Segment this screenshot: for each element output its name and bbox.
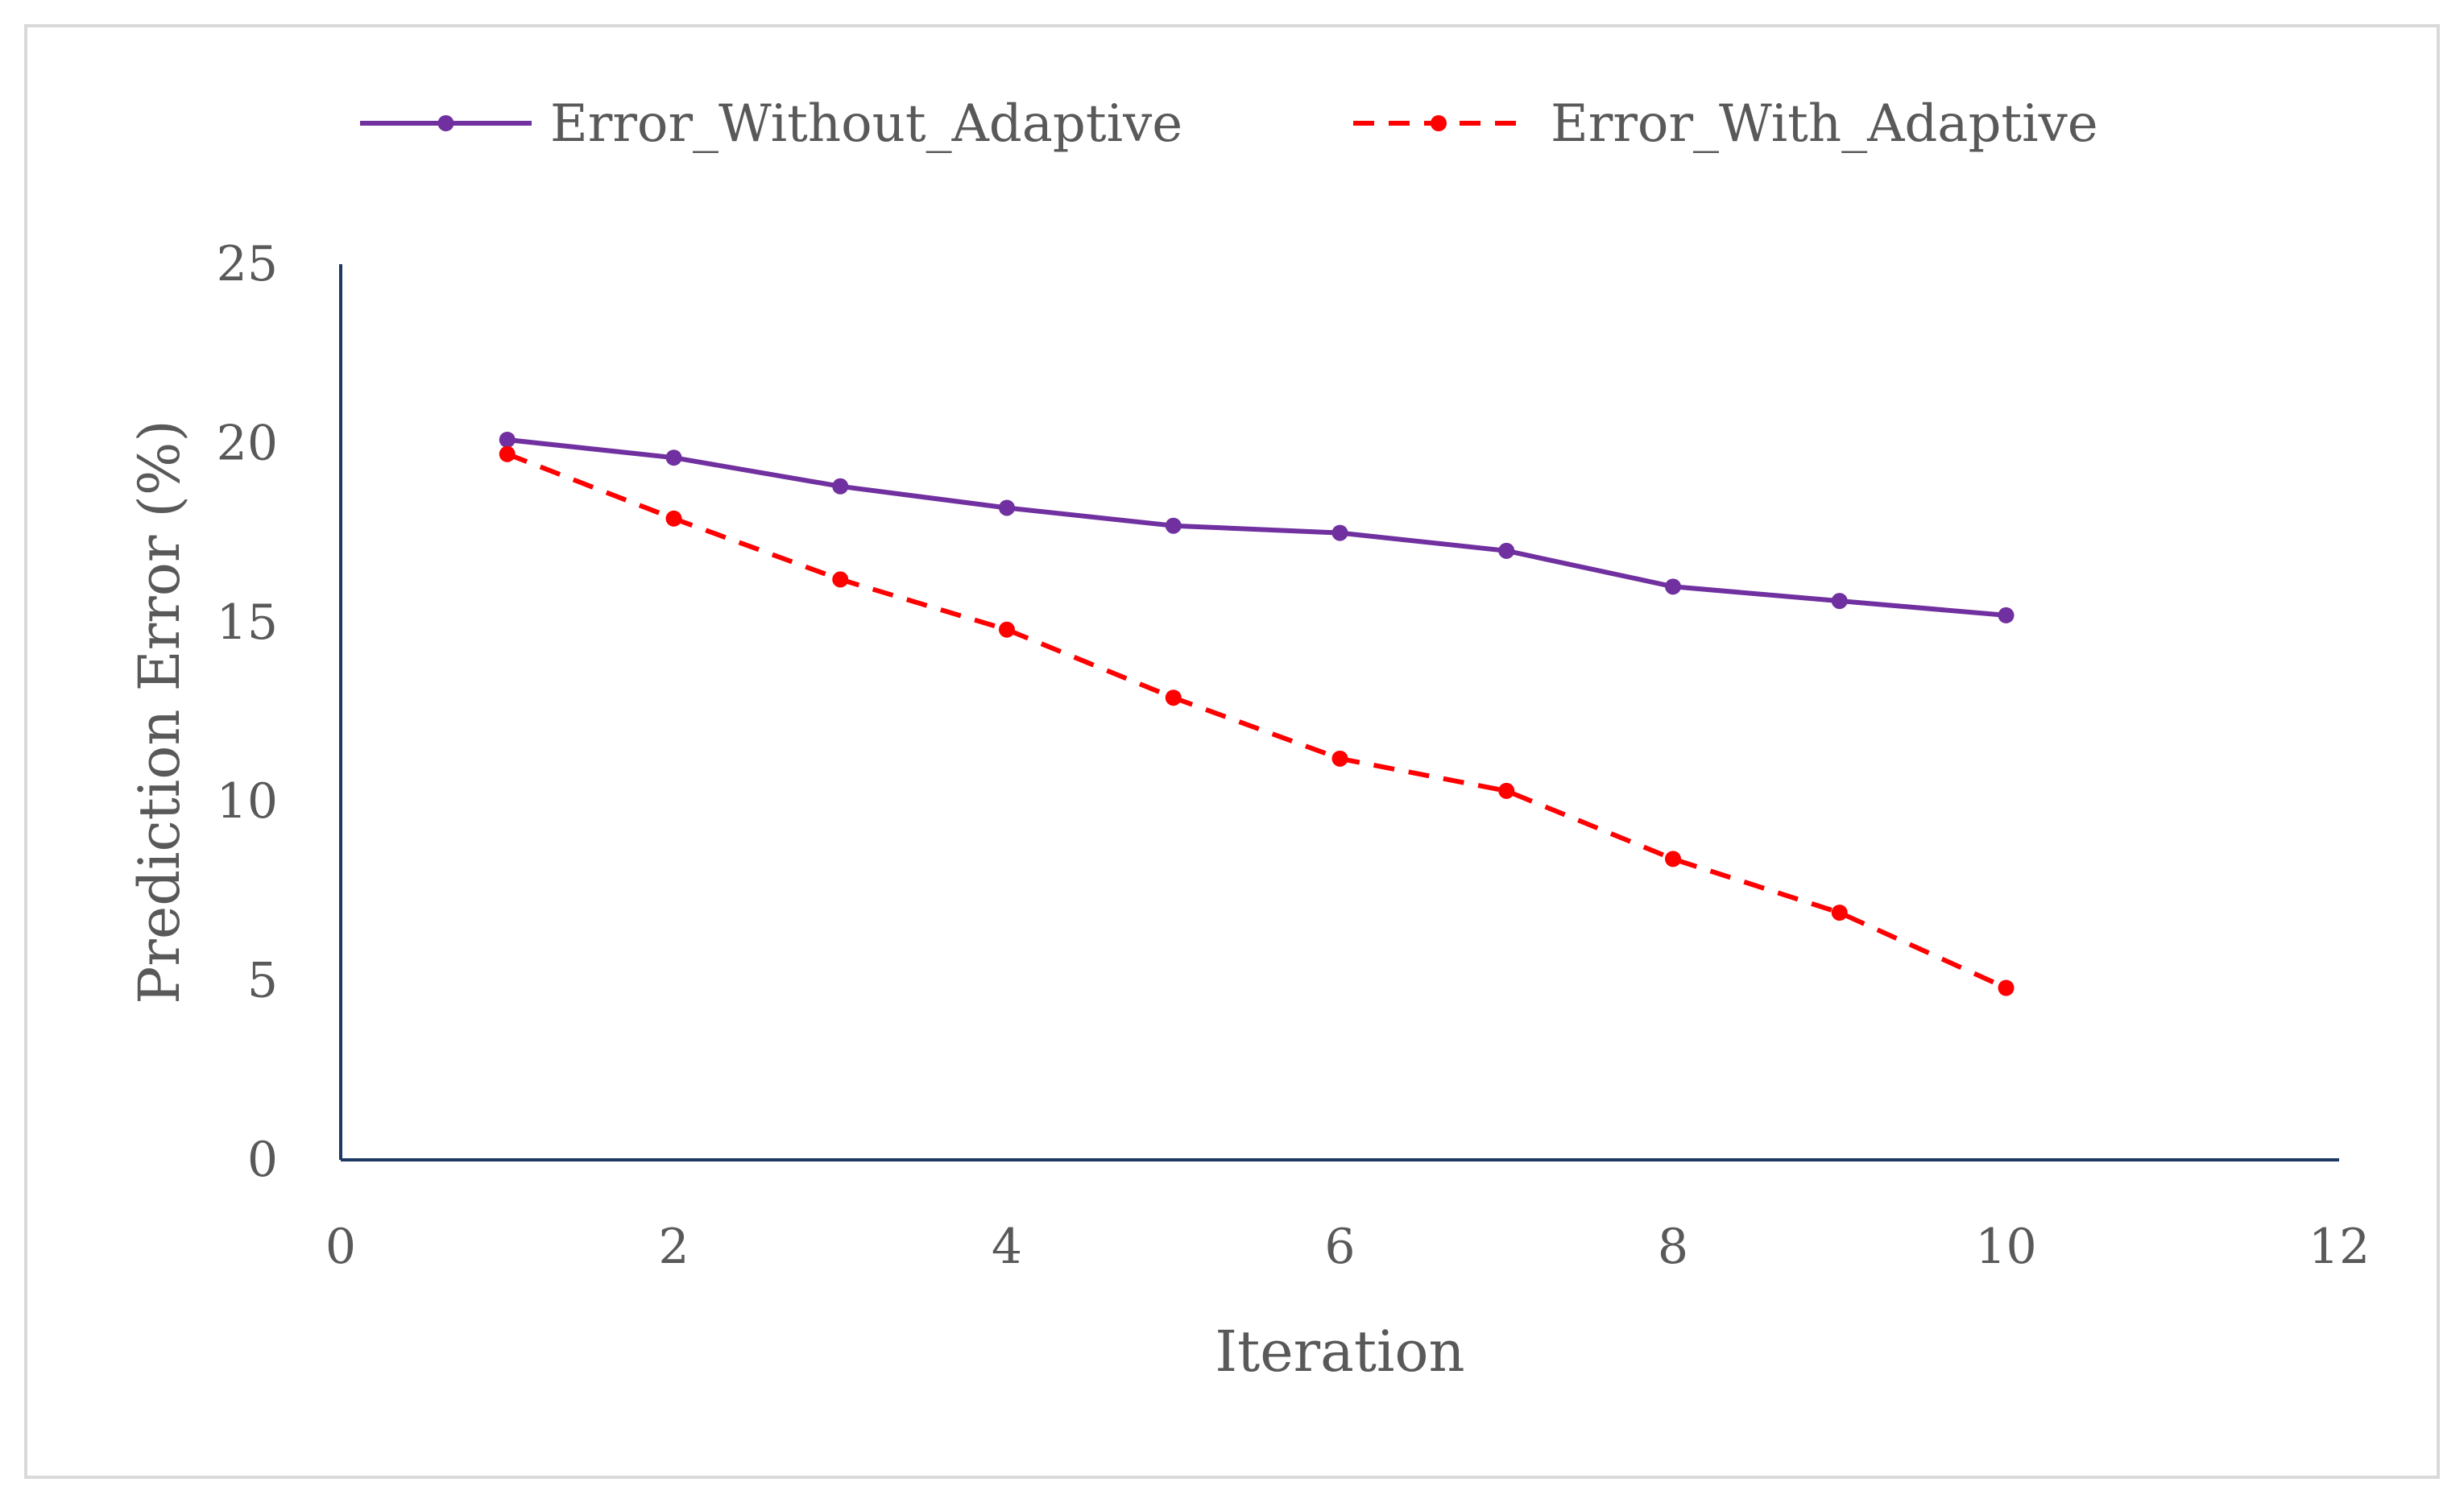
legend-label-2: Error_With_Adaptive [1551,94,2098,154]
series-group [499,431,2015,996]
y-tick-label: 5 [247,953,278,1009]
x-tick-label: 2 [658,1219,689,1275]
series-1-point [1331,524,1348,541]
y-tick-labels: 0 5 10 15 20 25 [217,236,278,1188]
series-2-point [1165,689,1182,706]
series-1-point [1665,578,1681,595]
series-1-point [999,499,1015,516]
axes [339,264,2339,1161]
x-tick-labels: 0 2 4 6 8 10 12 [325,1219,2370,1275]
series-1-point [832,478,849,495]
legend-label-1: Error_Without_Adaptive [550,94,1182,154]
x-tick-label: 4 [992,1219,1022,1275]
y-tick-label: 25 [217,236,278,292]
series-1-point [665,449,682,466]
series-1-point [1998,607,2015,623]
y-tick-label: 10 [217,773,278,830]
y-axis-title: Prediction Error (%) [126,420,193,1004]
series-1-point [1498,542,1515,559]
series-2-point [665,510,682,527]
series-2-point [499,445,516,462]
x-tick-label: 0 [325,1219,356,1275]
x-tick-label: 10 [1975,1219,2036,1275]
y-tick-label: 15 [217,594,278,651]
x-tick-label: 8 [1658,1219,1688,1275]
series-2-point [1998,979,2015,996]
y-tick-label: 0 [247,1132,278,1188]
series-1-point [499,431,516,448]
series-1-point [1165,517,1182,534]
series-1-point [1831,593,1848,610]
series-line-2 [506,451,2007,991]
legend-marker-1 [437,115,454,131]
series-2-point [1498,782,1515,799]
series-2-point [832,571,849,588]
series-2-point [1331,750,1348,767]
x-axis-title: Iteration [1215,1319,1464,1385]
series-2-point [1665,851,1681,867]
chart-frame [24,24,2440,1479]
x-tick-label: 6 [1324,1219,1355,1275]
series-line-1 [507,437,2006,618]
legend-marker-2 [1431,115,1447,131]
y-tick-label: 20 [217,415,278,471]
series-2-point [1831,905,1848,921]
x-tick-label: 12 [2309,1219,2370,1275]
legend: Error_Without_Adaptive Error_With_Adaptiv… [360,94,2098,154]
series-2-point [999,621,1015,638]
